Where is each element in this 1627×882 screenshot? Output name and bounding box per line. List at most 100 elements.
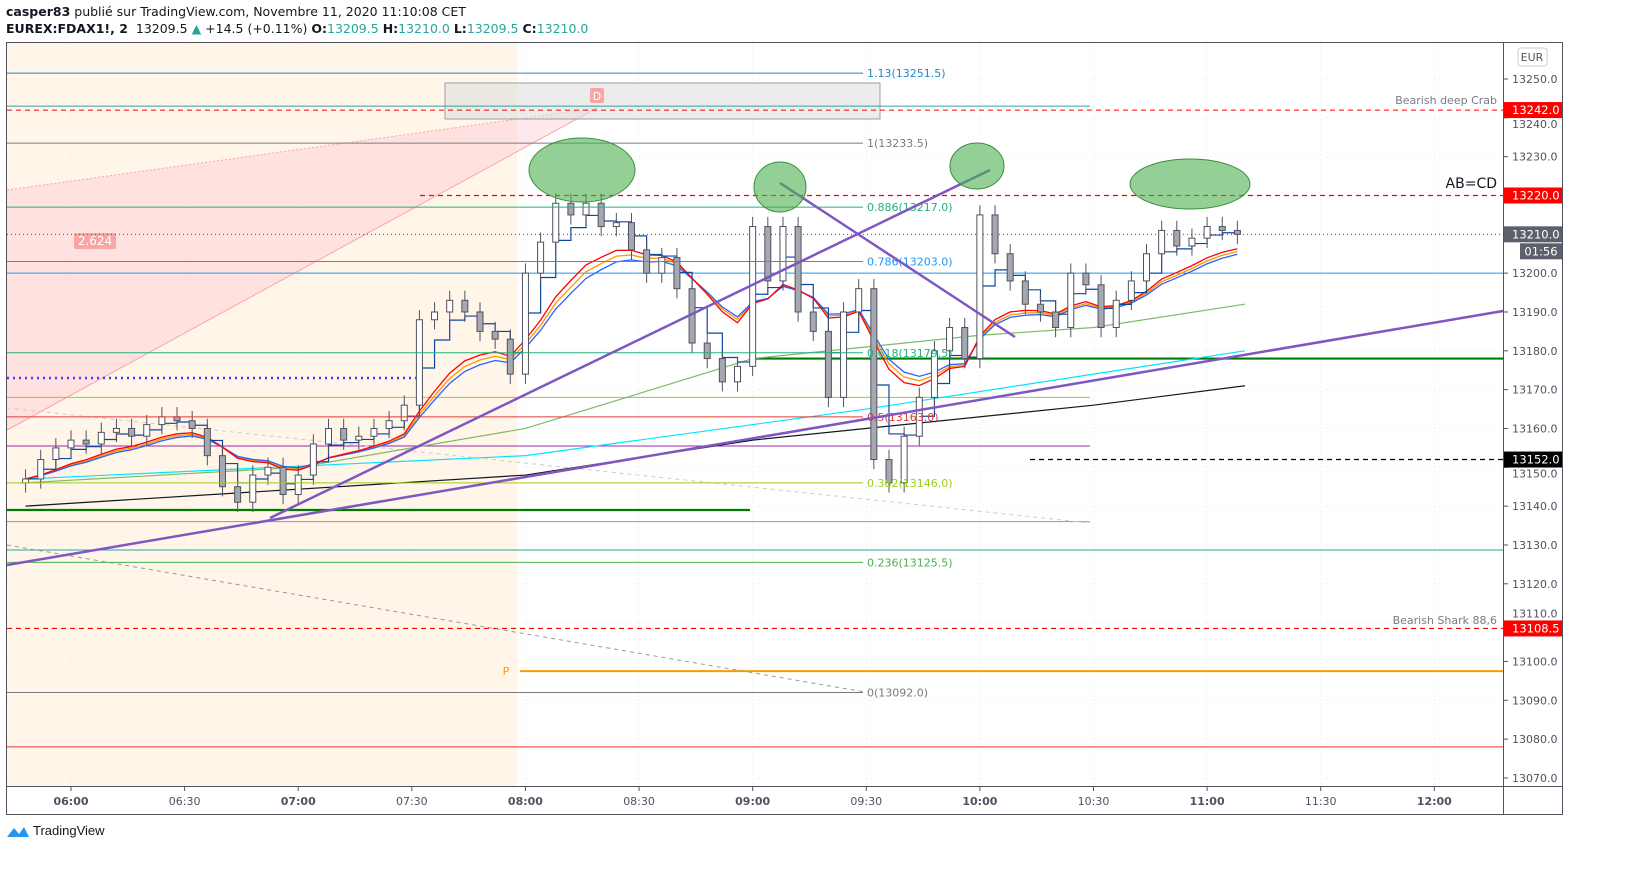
dashed-trend-line[interactable] (6, 544, 866, 693)
candle-body (67, 439, 75, 449)
candle-body (1052, 311, 1060, 329)
fib-level-label: 0.5(13163.0) (867, 411, 939, 424)
candle-body (552, 202, 560, 243)
candle-body (22, 478, 30, 484)
candle-body (991, 214, 999, 255)
time-tick-label: 07:30 (396, 795, 428, 808)
candle-body (749, 226, 757, 367)
candle-body (52, 447, 60, 461)
pattern-leg[interactable] (6, 107, 598, 431)
time-tick-label: 08:30 (623, 795, 655, 808)
price-tick-label: 13190.0 (1512, 306, 1558, 319)
open-value: 13209.5 (327, 21, 379, 36)
fib-level-label: 0.786(13203.0) (867, 256, 953, 269)
zone-rectangle[interactable] (444, 82, 881, 120)
d-point-label: D (593, 90, 601, 103)
candle-body (1021, 280, 1029, 305)
highlight-ellipse[interactable] (949, 142, 1005, 190)
candle-body (824, 330, 832, 398)
candle-body (718, 358, 726, 383)
candle-body (264, 466, 272, 476)
price-badge-label: 13108.5 (1512, 621, 1560, 635)
fib-level-label: 1(13233.5) (867, 137, 928, 150)
moving-average-line (25, 385, 1246, 507)
candle-body (627, 222, 635, 251)
candle-body (1158, 229, 1166, 255)
close-label: C: (522, 21, 537, 36)
currency-button[interactable] (1517, 47, 1548, 67)
price-tick-label: 13130.0 (1512, 539, 1558, 552)
highlight-ellipse[interactable] (528, 137, 636, 203)
price-tick-label: 13230.0 (1512, 151, 1558, 164)
trend-line-support[interactable] (6, 309, 1504, 567)
candle-body (325, 427, 333, 445)
time-tick-label: 09:30 (850, 795, 882, 808)
candle-body (612, 222, 620, 228)
candle-body (128, 427, 136, 437)
candle-body (1173, 229, 1181, 247)
candle-body (234, 486, 242, 503)
candle-body (703, 342, 711, 360)
highlight-ellipse[interactable] (1129, 158, 1251, 210)
candle-body (567, 202, 575, 216)
fib-retracement[interactable]: 1.13(13251.5)1(13233.5)0.886(13217.0)0.7… (7, 67, 953, 700)
time-tick-label: 09:00 (735, 795, 770, 808)
candle-body (491, 330, 499, 340)
highlight-ellipse[interactable] (753, 161, 807, 213)
d-point-badge (590, 88, 604, 103)
time-axis[interactable] (7, 786, 1562, 814)
fib-level-label: 0.382(13146.0) (867, 477, 953, 490)
candle-body (1112, 299, 1120, 329)
candle-body (673, 257, 681, 290)
countdown-label: 01:56 (1524, 244, 1557, 258)
price-tick-label: 13180.0 (1512, 345, 1558, 358)
candle-body (915, 396, 923, 437)
time-ticks: 06:00 06:30 07:00 07:30 08:00 08:30 09:00 09:30… (53, 786, 1452, 808)
high-label: H: (382, 21, 399, 36)
ratio-label: 2.624 (78, 234, 112, 248)
candle-body (1218, 226, 1226, 231)
candle-body (340, 427, 348, 441)
symbol-legend: EUREX:FDAX1!, 2 13209.5 ▲ +14.5 (+0.11%)… (6, 21, 588, 36)
trend-line-rising[interactable] (269, 168, 991, 520)
candle-body (885, 459, 893, 484)
trend-line-falling[interactable] (779, 181, 1016, 339)
candles (22, 193, 1241, 512)
price-tick-label: 13240.0 (1512, 118, 1558, 131)
candle-body (1006, 253, 1014, 282)
candle-body (415, 319, 423, 406)
dashed-trend-line-2[interactable] (6, 407, 1091, 524)
fib-level-label: 0.618(13179.5) (867, 347, 953, 360)
price-badge (1504, 620, 1562, 637)
price-axis[interactable] (1503, 43, 1562, 786)
author[interactable]: casper83 (6, 4, 71, 19)
candle-body (597, 202, 605, 228)
candle-body (37, 459, 45, 480)
high-value: 13210.0 (398, 21, 450, 36)
candle-body (203, 427, 211, 457)
tradingview-logo[interactable]: TradingView (6, 823, 105, 838)
candle-body (582, 202, 590, 216)
price-tick-label: 13160.0 (1512, 422, 1558, 435)
candle-body (537, 241, 545, 274)
symbol[interactable]: EUREX:FDAX1!, 2 (6, 21, 128, 36)
price-tick-label: 13090.0 (1512, 694, 1558, 707)
brand-name: TradingView (33, 823, 105, 838)
time-tick-label: 06:30 (169, 795, 201, 808)
candle-body (1097, 284, 1105, 329)
chart-border (6, 42, 1563, 815)
time-tick-label: 07:00 (281, 795, 316, 808)
candle-body (400, 404, 408, 422)
candle-body (870, 288, 878, 461)
candle-body (461, 299, 469, 313)
candle-body (249, 474, 257, 503)
price-tick-label: 13170.0 (1512, 384, 1558, 397)
candle-body (1233, 229, 1241, 235)
candle-body (385, 420, 393, 429)
time-tick-label: 11:30 (1305, 795, 1337, 808)
candle-body (900, 435, 908, 484)
candle-body (476, 311, 484, 332)
candle-body (506, 338, 514, 375)
pattern-leg-dotted[interactable] (6, 107, 598, 191)
